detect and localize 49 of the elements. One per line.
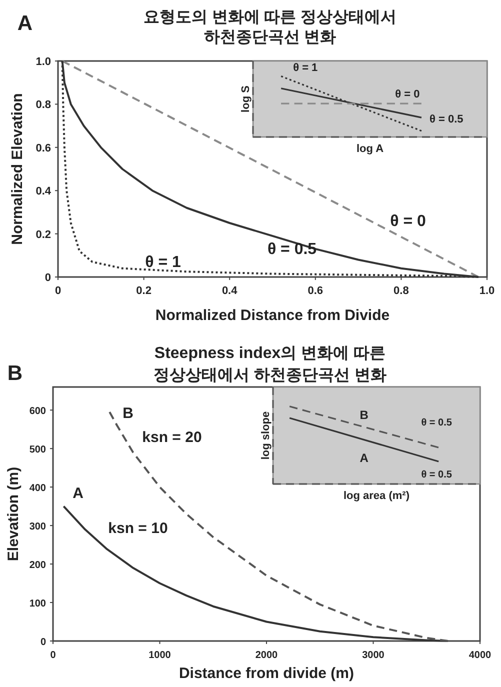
annotation: θ = 0.5	[267, 241, 317, 258]
x-tick-label: 1000	[148, 650, 172, 661]
series-label: θ = 1	[293, 62, 318, 74]
series-label: θ = 0	[395, 88, 420, 101]
y-tick-label: 0.4	[36, 186, 52, 198]
x-tick-label: 0.4	[222, 285, 238, 297]
text: B	[7, 362, 23, 385]
y-axis-title: Normalized Elevation	[9, 93, 26, 245]
annotation: θ = 0.5	[421, 418, 452, 429]
y-tick-label: 300	[29, 522, 46, 533]
y-tick-label: 0.6	[36, 142, 51, 154]
x-tick-label: 3000	[362, 650, 385, 661]
y-tick-label: 1.0	[36, 56, 51, 68]
y-tick-label: 0.2	[36, 228, 51, 241]
x-tick-label: 0	[54, 285, 62, 297]
annotation: B	[122, 405, 134, 422]
y-tick-label: 0	[40, 637, 46, 648]
x-tick-label: 0.8	[394, 285, 409, 297]
x-axis-title: Normalized Distance from Divide	[155, 307, 390, 324]
series-label: A	[360, 450, 369, 465]
annotation: θ = 0	[390, 213, 426, 230]
chart-title: Steepness index의 변화에 따른 정상상태에서 하천종단곡선 변화	[154, 345, 386, 384]
x-axis-title: Distance from divide (m)	[178, 665, 354, 682]
x-tick-label: 1.0	[479, 285, 495, 297]
annotation: ksn = 10	[108, 520, 168, 537]
y-tick-label: 100	[29, 598, 46, 610]
x-tick-label: 2000	[255, 650, 278, 661]
x-tick-label: 0.2	[136, 285, 152, 297]
y-tick-label: 0.8	[36, 99, 51, 112]
y-axis-title: Elevation (m)	[5, 466, 22, 562]
annotation: ksn = 20	[142, 429, 202, 446]
annotation: A	[72, 485, 84, 502]
y-axis-title: log slope	[260, 411, 272, 460]
y-axis-title: log S	[240, 86, 252, 112]
x-tick-label: 4000	[468, 650, 492, 661]
chart-title: 요형도의 변화에 따른 정상상태에서 하천종단곡선 변화	[143, 9, 397, 46]
y-tick-label: 600	[29, 406, 46, 418]
annotation: θ = 1	[145, 254, 181, 271]
annotation: θ = 0.5	[421, 469, 452, 480]
y-tick-label: 0	[44, 272, 51, 284]
y-tick-label: 200	[29, 560, 46, 572]
series-label: θ = 0.5	[429, 114, 464, 126]
text: A	[17, 12, 33, 35]
y-tick-label: 400	[29, 483, 46, 494]
x-axis-title: log area (m²)	[343, 490, 410, 502]
y-tick-label: 500	[29, 444, 46, 456]
series-label: B	[360, 408, 369, 422]
x-axis-title: log A	[356, 143, 384, 155]
x-tick-label: 0.6	[308, 285, 324, 297]
